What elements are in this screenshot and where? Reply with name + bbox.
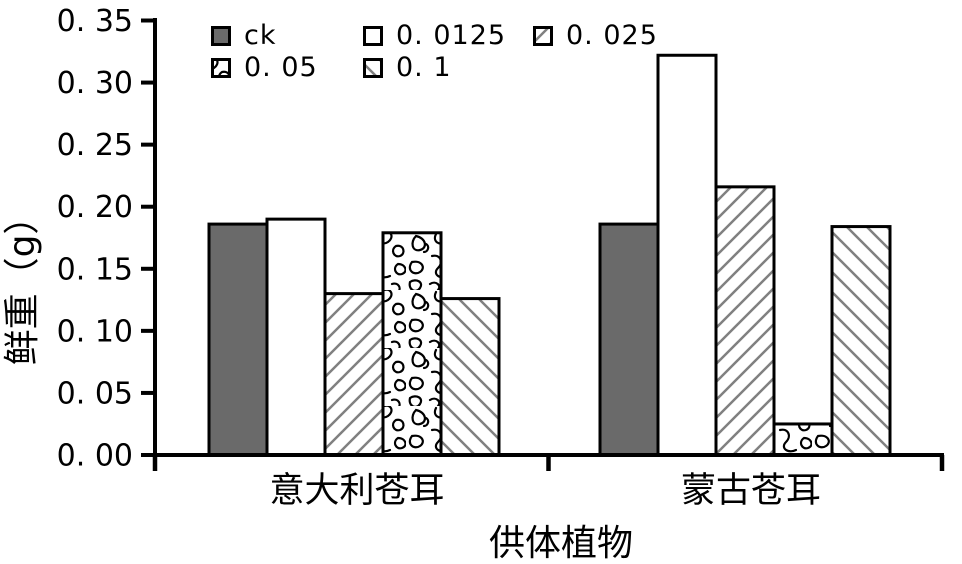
x-axis-title: 供体植物 [489, 523, 633, 564]
legend-swatch-ck [211, 26, 231, 46]
legend-swatch-0.0125 [363, 26, 383, 46]
x-ticks-group [152, 455, 945, 471]
legend-item-0.025: 0. 025 [533, 20, 658, 51]
y-tick-label: 0. 10 [57, 314, 133, 349]
legend-item-ck: ck [211, 20, 276, 51]
bar-意大利苍耳-0.0125 [265, 217, 327, 457]
legend-label-0.05: 0. 05 [244, 52, 318, 83]
y-ticks-group: 0. 00 0. 05 0. 10 0. 15 0. 20 0. 25 0. 30 0. 35 [57, 4, 155, 474]
legend-swatch-0.025 [533, 26, 553, 46]
bar-意大利苍耳-0.1 [439, 297, 501, 457]
y-axis-title: 鲜重（g） [2, 199, 43, 366]
legend-swatch-0.1 [363, 58, 383, 78]
legend-label-0.025: 0. 025 [566, 20, 658, 51]
y-tick-label: 0. 05 [57, 376, 133, 411]
bar-蒙古苍耳-0.025 [714, 185, 776, 457]
category-label-italian-cocklebur: 意大利苍耳 [269, 471, 444, 511]
legend-label-ck: ck [244, 20, 276, 51]
y-tick-label: 0. 15 [57, 252, 133, 287]
legend-item-0.0125: 0. 0125 [363, 20, 506, 51]
legend: ck 0. 0125 0. 025 0. 05 0. 1 [211, 20, 658, 83]
bar-蒙古苍耳-0.0125 [656, 53, 718, 457]
legend-item-0.05: 0. 05 [211, 52, 318, 83]
y-tick-label: 0. 20 [57, 190, 133, 225]
bar-意大利苍耳-0.025 [323, 292, 385, 457]
y-tick-label: 0. 25 [57, 128, 133, 163]
y-tick-label: 0. 30 [57, 66, 133, 101]
category-label-mongolian-cocklebur: 蒙古苍耳 [681, 471, 821, 511]
legend-label-0.1: 0. 1 [396, 52, 452, 83]
bar-蒙古苍耳-0.1 [830, 225, 892, 457]
y-tick-label: 0. 35 [57, 4, 133, 39]
legend-label-0.0125: 0. 0125 [396, 20, 506, 51]
y-tick-label: 0. 00 [57, 439, 133, 474]
bar-蒙古苍耳-ck [598, 222, 660, 457]
legend-item-0.1: 0. 1 [363, 52, 452, 83]
bar-意大利苍耳-ck [207, 222, 269, 457]
bars-group [207, 53, 892, 457]
bar-意大利苍耳-0.05 [381, 231, 443, 457]
bar-蒙古苍耳-0.05 [772, 422, 834, 457]
legend-swatch-0.05 [211, 58, 231, 78]
